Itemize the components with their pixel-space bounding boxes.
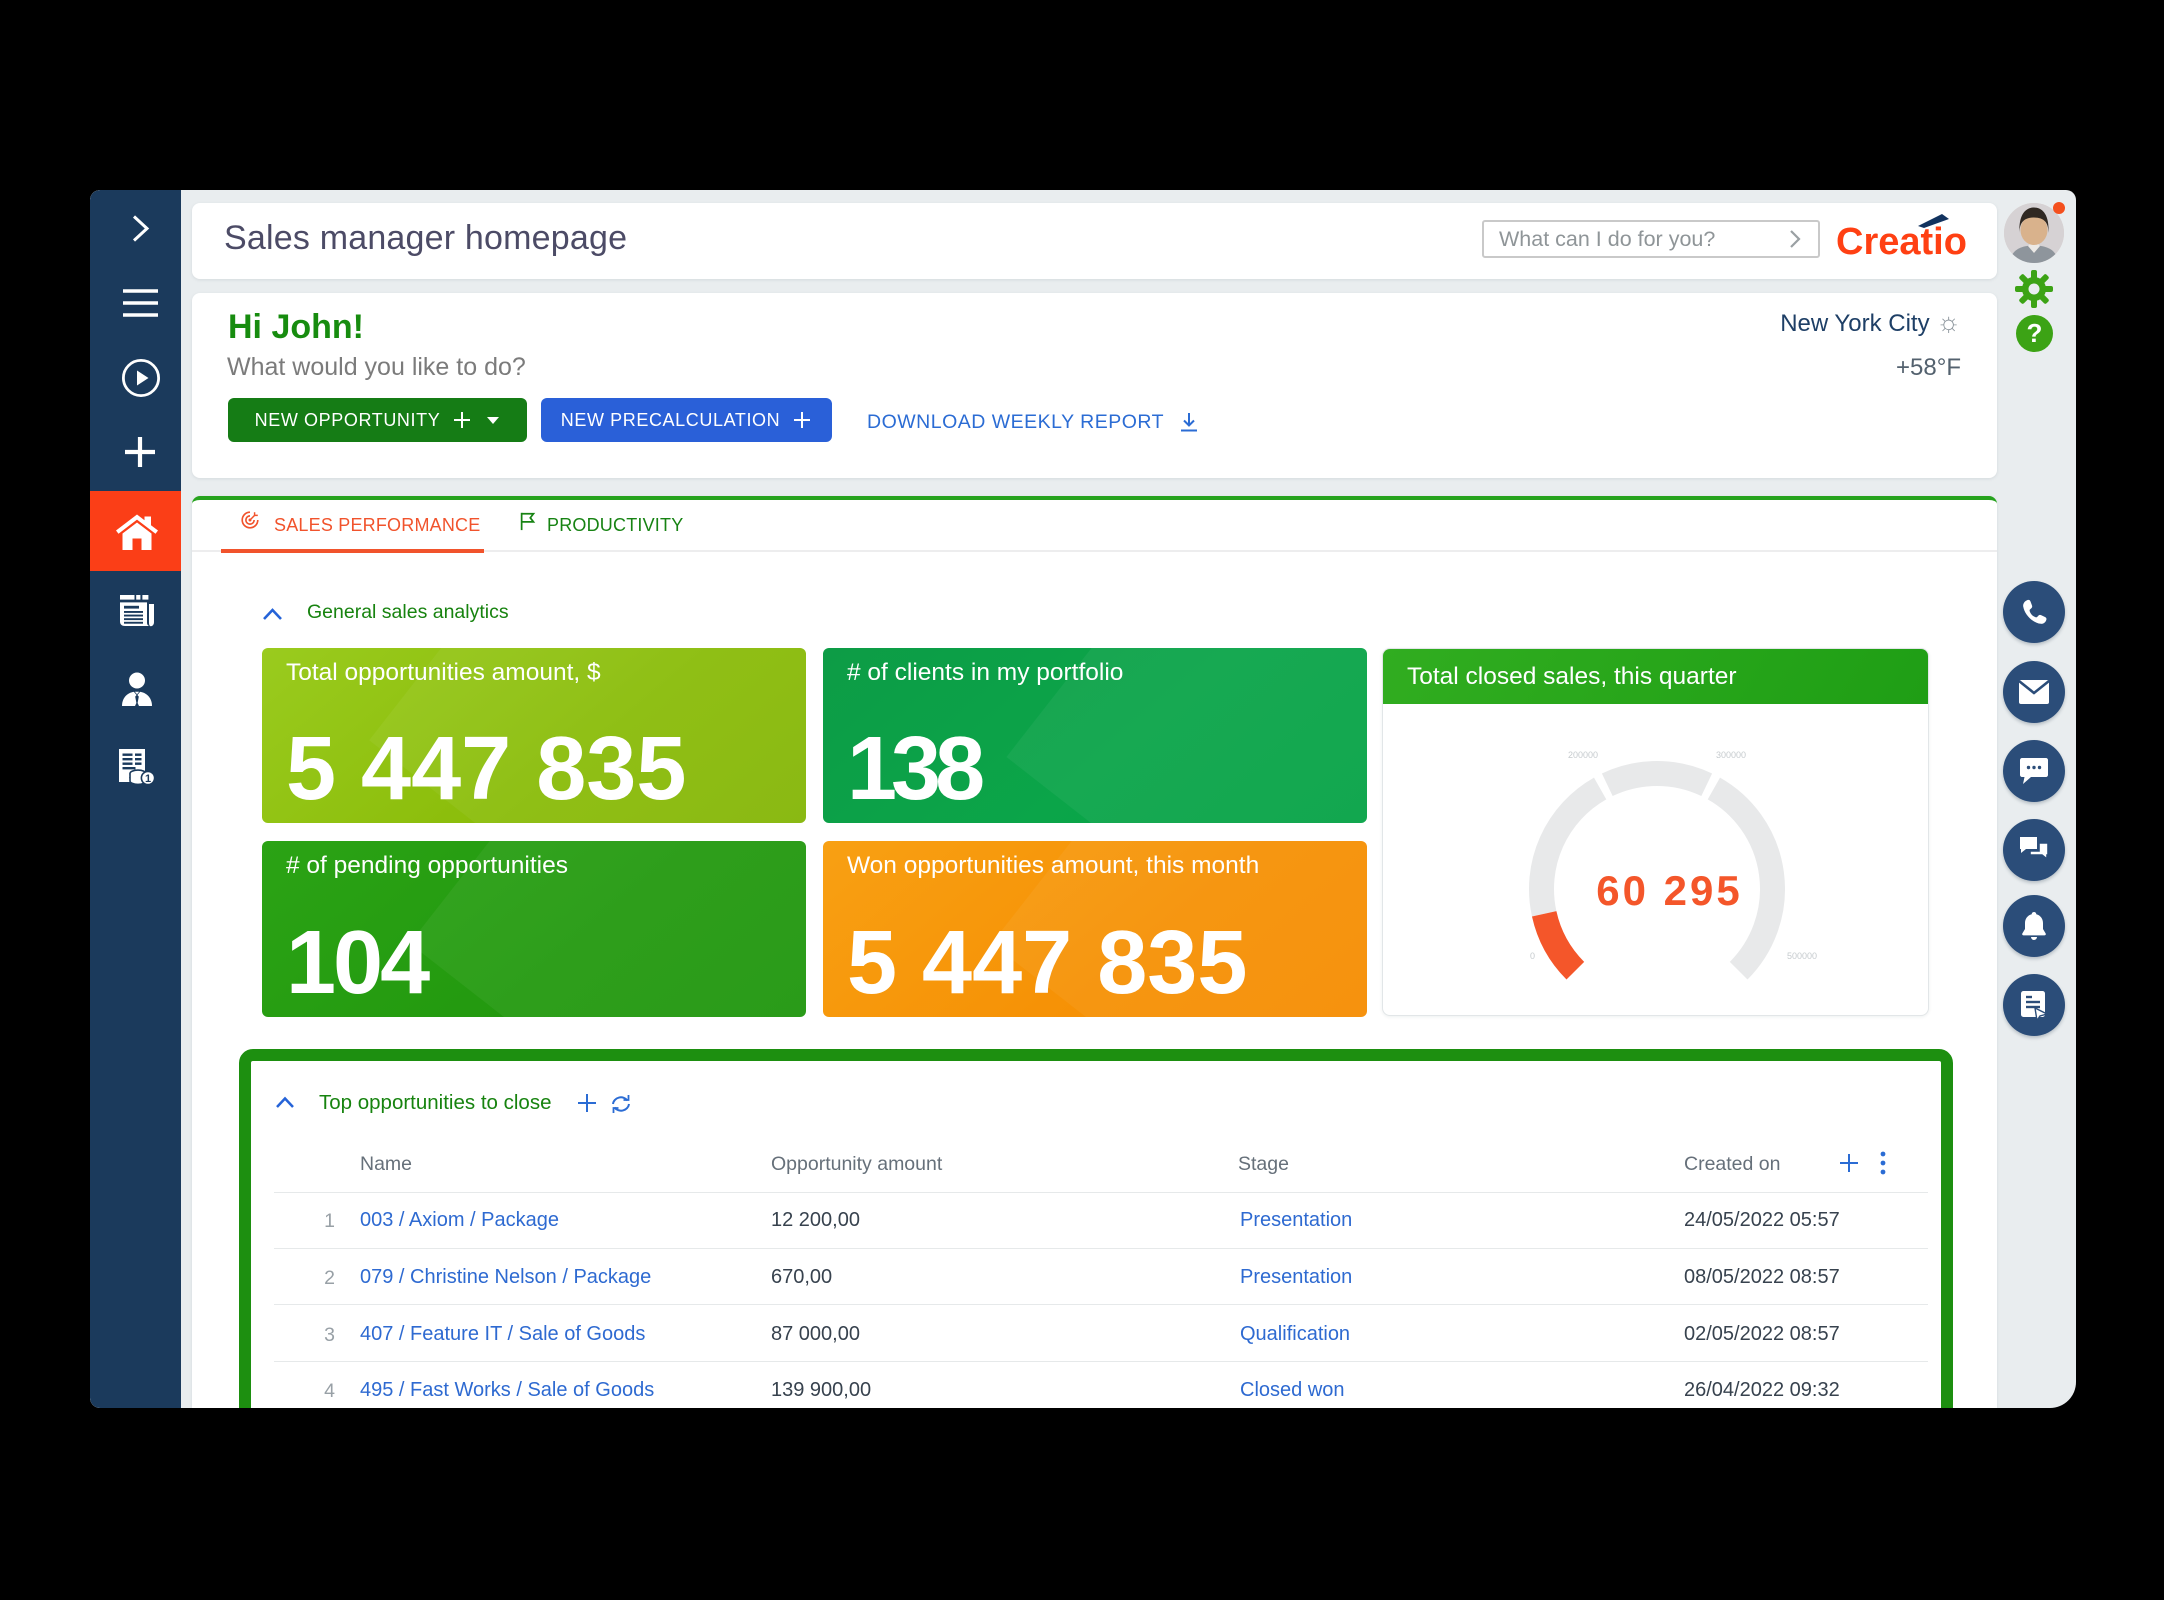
svg-text:1: 1 <box>145 773 151 785</box>
